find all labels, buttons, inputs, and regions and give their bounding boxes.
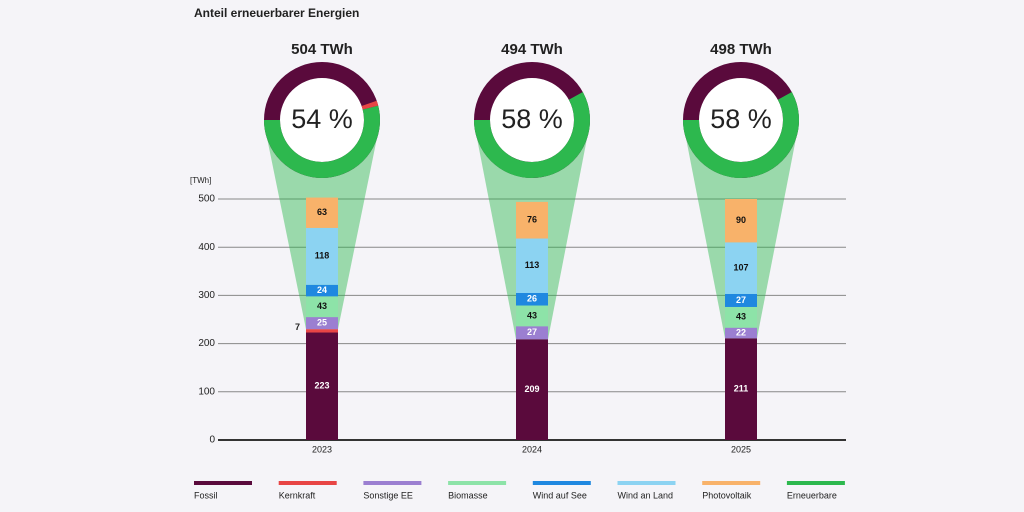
- y-tick-label: 200: [198, 338, 215, 349]
- legend-label: Wind auf See: [533, 490, 587, 500]
- share-label: 54 %: [291, 104, 353, 134]
- donut-nuclear: [361, 100, 379, 110]
- donut-renewable: [474, 92, 590, 178]
- legend-label: Sonstige EE: [363, 490, 413, 500]
- y-tick-label: 400: [198, 242, 215, 253]
- value-label: 118: [315, 251, 330, 261]
- y-axis-label: [TWh]: [190, 176, 211, 185]
- bar-segment: [306, 296, 338, 318]
- bar-segment: [725, 293, 757, 307]
- bar-segment: [725, 327, 757, 339]
- y-tick-label: 0: [209, 435, 215, 446]
- total-label: 498 TWh: [710, 41, 772, 58]
- x-tick-label: 2025: [731, 444, 751, 454]
- value-label: 223: [314, 381, 329, 391]
- bar-segment: [306, 284, 338, 297]
- legend-label: Biomasse: [448, 490, 488, 500]
- bar-segment: [516, 326, 548, 340]
- value-label: 25: [317, 317, 327, 327]
- value-label: 76: [527, 215, 537, 225]
- bar-segment: [516, 305, 548, 327]
- value-label: 26: [527, 294, 537, 304]
- donut-renewable: [264, 105, 380, 178]
- bar-segment: [725, 199, 757, 243]
- x-tick-label: 2023: [312, 444, 332, 454]
- total-label: 504 TWh: [291, 41, 353, 58]
- bar-segment: [306, 197, 338, 228]
- value-label: 90: [736, 215, 746, 225]
- bar-segment: [725, 242, 757, 294]
- value-label: 43: [736, 312, 746, 322]
- value-label: 43: [527, 310, 537, 320]
- bar-segment: [516, 292, 548, 306]
- bar-segment: [306, 332, 338, 440]
- value-label: 27: [736, 295, 746, 305]
- share-label: 58 %: [501, 104, 563, 134]
- legend-label: Erneuerbare: [787, 490, 837, 500]
- legend-label: Fossil: [194, 490, 218, 500]
- value-label: 43: [317, 301, 327, 311]
- bar-segment: [306, 329, 338, 333]
- bar-segment: [725, 306, 757, 328]
- bar-segment: [306, 227, 338, 285]
- bar-segment: [725, 338, 757, 440]
- y-tick-label: 100: [198, 386, 215, 397]
- chart-title: Anteil erneuerbarer Energien: [194, 6, 359, 20]
- bar-segment: [306, 317, 338, 330]
- value-label: 113: [525, 260, 540, 270]
- y-tick-label: 300: [198, 290, 215, 301]
- value-label: 107: [733, 263, 748, 273]
- x-tick-label: 2024: [522, 444, 542, 454]
- share-label: 58 %: [710, 104, 772, 134]
- donut-renewable: [683, 92, 799, 178]
- value-label: 22: [736, 327, 746, 337]
- value-label: 63: [317, 207, 327, 217]
- bar-segment: [516, 238, 548, 293]
- value-label: 24: [317, 285, 327, 295]
- bar-segment: [516, 339, 548, 440]
- total-label: 494 TWh: [501, 41, 563, 58]
- bar-segment: [516, 201, 548, 239]
- value-label: 209: [524, 384, 539, 394]
- value-label: 27: [527, 327, 537, 337]
- legend-label: Wind an Land: [618, 490, 674, 500]
- legend-label: Kernkraft: [279, 490, 316, 500]
- value-label: 211: [734, 384, 749, 394]
- y-tick-label: 500: [198, 194, 215, 205]
- legend-label: Photovoltaik: [702, 490, 752, 500]
- value-label: 7: [295, 322, 300, 332]
